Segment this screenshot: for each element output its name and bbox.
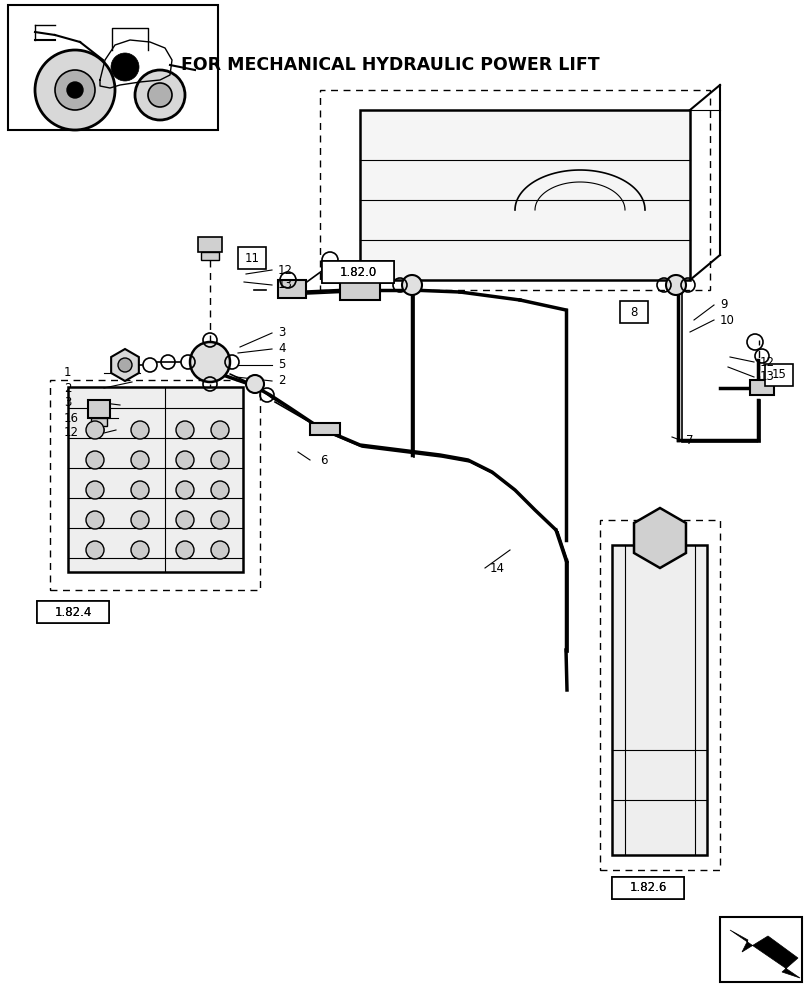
Bar [322, 261, 393, 283]
Circle shape [211, 451, 229, 469]
Bar [37, 601, 109, 623]
Bar [320, 90, 709, 290]
Circle shape [176, 451, 194, 469]
Circle shape [176, 511, 194, 529]
Bar [277, 280, 306, 298]
Bar [749, 380, 773, 395]
Text: 4: 4 [277, 342, 285, 356]
Text: 1.82.4: 1.82.4 [54, 605, 92, 618]
Bar [764, 364, 792, 386]
Circle shape [94, 425, 104, 435]
Bar [611, 877, 683, 899]
Circle shape [35, 50, 115, 130]
Circle shape [67, 82, 83, 98]
Text: 10: 10 [719, 314, 734, 326]
Circle shape [131, 541, 148, 559]
Circle shape [211, 481, 229, 499]
Circle shape [86, 481, 104, 499]
Bar [198, 237, 221, 252]
Circle shape [246, 375, 264, 393]
Text: 2: 2 [277, 374, 285, 387]
Circle shape [131, 511, 148, 529]
Text: 11: 11 [244, 251, 260, 264]
Bar [322, 261, 393, 283]
Circle shape [111, 53, 139, 81]
Bar [91, 418, 107, 426]
Text: FOR MECHANICAL HYDRAULIC POWER LIFT: FOR MECHANICAL HYDRAULIC POWER LIFT [181, 56, 599, 74]
Text: 1: 1 [64, 366, 71, 379]
Circle shape [211, 541, 229, 559]
Bar [719, 917, 801, 982]
Circle shape [135, 70, 185, 120]
Circle shape [665, 275, 685, 295]
Bar [8, 5, 217, 130]
Bar [238, 247, 266, 269]
Text: 13: 13 [277, 278, 293, 292]
Circle shape [401, 275, 422, 295]
Text: 1.82.6: 1.82.6 [629, 882, 666, 894]
Polygon shape [732, 934, 744, 950]
Circle shape [131, 481, 148, 499]
Bar [310, 423, 340, 435]
Circle shape [131, 451, 148, 469]
Text: 14: 14 [489, 562, 504, 574]
Bar [611, 545, 706, 855]
Text: 6: 6 [320, 454, 327, 466]
Bar [68, 387, 242, 572]
Circle shape [176, 541, 194, 559]
Text: 8: 8 [629, 306, 637, 318]
Text: 12: 12 [277, 263, 293, 276]
Circle shape [190, 342, 230, 382]
Text: 3: 3 [277, 326, 285, 340]
Text: 1.82.0: 1.82.0 [339, 265, 376, 278]
Circle shape [131, 421, 148, 439]
Text: 12: 12 [759, 356, 774, 368]
Bar [88, 400, 109, 418]
Circle shape [86, 511, 104, 529]
Polygon shape [729, 930, 799, 978]
Text: 3: 3 [64, 396, 71, 410]
Polygon shape [633, 508, 685, 568]
Text: 13: 13 [759, 370, 774, 383]
Text: 12: 12 [64, 426, 79, 440]
Text: 9: 9 [719, 298, 727, 312]
Circle shape [176, 421, 194, 439]
Circle shape [86, 541, 104, 559]
Circle shape [86, 451, 104, 469]
Circle shape [118, 358, 132, 372]
Text: 2: 2 [64, 381, 71, 394]
Bar [50, 380, 260, 590]
Text: 16: 16 [64, 412, 79, 424]
Circle shape [211, 511, 229, 529]
Bar [201, 252, 219, 260]
Bar [340, 280, 380, 300]
Bar [599, 520, 719, 870]
Text: 1.82.0: 1.82.0 [339, 265, 376, 278]
Circle shape [176, 481, 194, 499]
Bar [611, 877, 683, 899]
Bar [359, 110, 689, 280]
Bar [37, 601, 109, 623]
Text: 5: 5 [277, 359, 285, 371]
Circle shape [86, 421, 104, 439]
Text: 7: 7 [685, 434, 693, 446]
Circle shape [148, 83, 172, 107]
Text: 15: 15 [770, 368, 786, 381]
Circle shape [211, 421, 229, 439]
Polygon shape [111, 349, 139, 381]
Text: 1.82.6: 1.82.6 [629, 882, 666, 894]
Circle shape [55, 70, 95, 110]
Bar [620, 301, 647, 323]
Text: 1.82.4: 1.82.4 [54, 605, 92, 618]
